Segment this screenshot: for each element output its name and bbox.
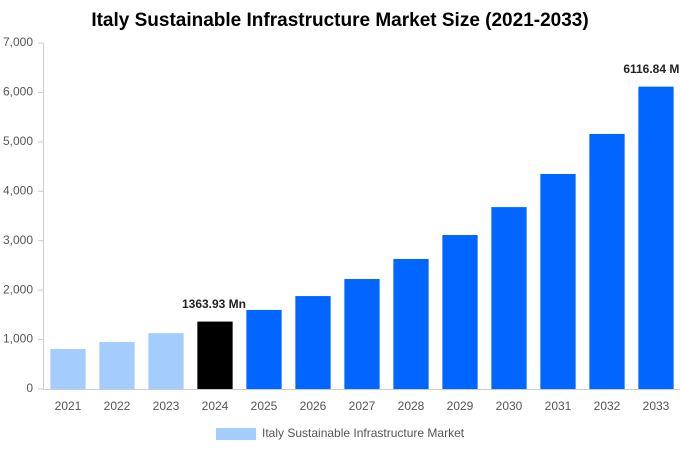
y-tick-label: 5,000: [3, 134, 33, 148]
y-tick-label: 0: [26, 381, 33, 395]
value-label: 6116.84 Mn: [623, 62, 680, 76]
x-tick-label: 2023: [153, 399, 180, 413]
bar: [295, 296, 331, 389]
x-tick-label: 2032: [594, 399, 621, 413]
bar: [344, 279, 380, 389]
bar: [540, 173, 576, 389]
chart-title: Italy Sustainable Infrastructure Market …: [91, 10, 588, 31]
value-label: 1363.93 Mn: [182, 297, 246, 311]
y-tick-label: 2,000: [3, 282, 33, 296]
bar: [197, 321, 233, 389]
x-tick-label: 2028: [398, 399, 425, 413]
bar: [638, 86, 674, 390]
bar: [99, 342, 135, 389]
bar: [246, 309, 282, 389]
y-tick-label: 3,000: [3, 233, 33, 247]
y-tick-label: 4,000: [3, 183, 33, 197]
bar: [148, 333, 184, 389]
legend-label: Italy Sustainable Infrastructure Market: [262, 426, 465, 440]
bar: [393, 259, 429, 389]
x-tick-label: 2022: [104, 399, 131, 413]
x-tick-label: 2024: [202, 399, 229, 413]
x-tick-label: 2027: [349, 399, 376, 413]
x-tick-label: 2030: [496, 399, 523, 413]
x-tick-label: 2026: [300, 399, 327, 413]
x-tick-label: 2029: [447, 399, 474, 413]
bar: [589, 133, 625, 389]
x-tick-label: 2025: [251, 399, 278, 413]
bar: [491, 207, 527, 389]
x-tick-label: 2021: [55, 399, 82, 413]
y-tick-label: 1,000: [3, 332, 33, 346]
x-tick-label: 2033: [643, 399, 670, 413]
bar: [50, 348, 86, 389]
y-tick-label: 6,000: [3, 85, 33, 99]
x-tick-label: 2031: [545, 399, 572, 413]
bar: [442, 235, 478, 389]
y-tick-label: 7,000: [3, 35, 33, 49]
legend-swatch: [216, 428, 256, 440]
